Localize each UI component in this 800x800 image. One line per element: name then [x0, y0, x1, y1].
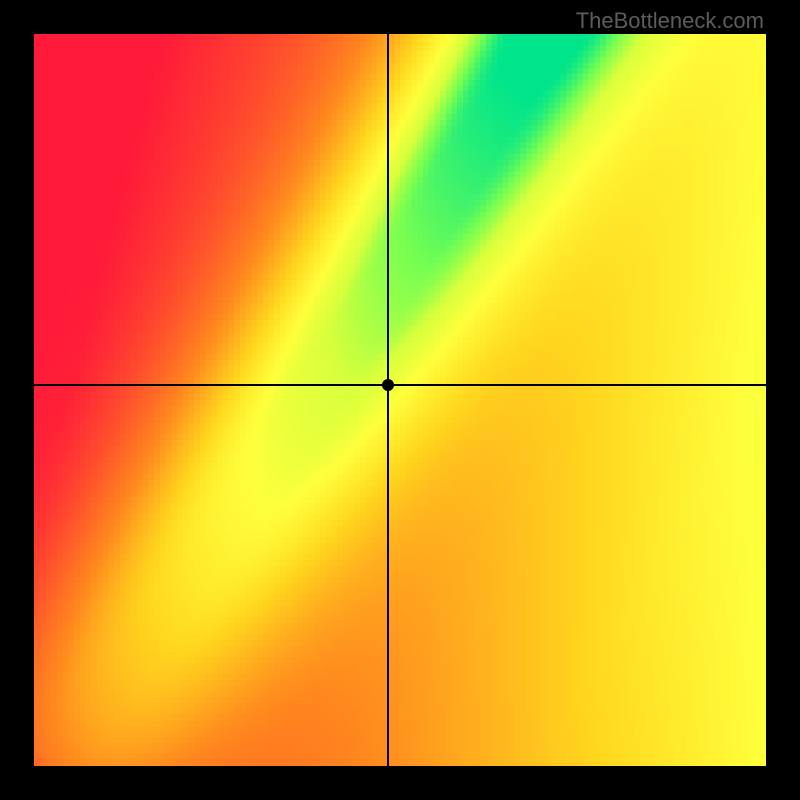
crosshair-horizontal — [34, 384, 766, 386]
chart-container: TheBottleneck.com — [0, 0, 800, 800]
watermark-text: TheBottleneck.com — [576, 8, 764, 34]
heatmap-canvas — [34, 34, 766, 766]
crosshair-vertical — [387, 34, 389, 766]
crosshair-marker — [382, 379, 394, 391]
